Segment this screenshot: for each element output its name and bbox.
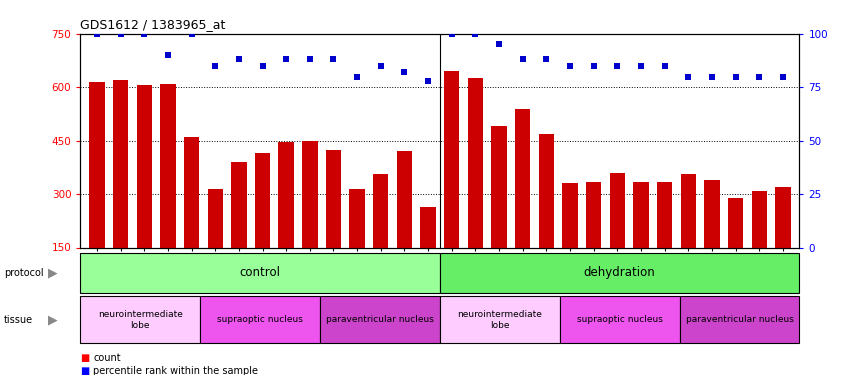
Bar: [492, 126, 507, 301]
Bar: [349, 189, 365, 301]
Point: [752, 74, 766, 80]
Bar: [255, 153, 270, 301]
Bar: [207, 189, 222, 301]
Text: control: control: [239, 266, 281, 279]
Bar: [751, 190, 767, 301]
Point: [492, 42, 506, 48]
Text: dehydration: dehydration: [584, 266, 656, 279]
Bar: [610, 172, 625, 301]
Bar: [586, 182, 602, 301]
Text: ■: ■: [80, 353, 90, 363]
Text: supraoptic nucleus: supraoptic nucleus: [577, 315, 662, 324]
Point: [540, 56, 553, 62]
Bar: [468, 78, 483, 301]
Bar: [679, 296, 799, 343]
Point: [421, 78, 435, 84]
Text: tissue: tissue: [4, 315, 33, 325]
Text: paraventricular nucleus: paraventricular nucleus: [685, 315, 794, 324]
Bar: [113, 80, 129, 301]
Bar: [560, 296, 679, 343]
Bar: [728, 198, 744, 301]
Text: protocol: protocol: [4, 268, 44, 278]
Point: [184, 31, 198, 37]
Bar: [440, 253, 799, 292]
Text: percentile rank within the sample: percentile rank within the sample: [93, 366, 258, 375]
Point: [706, 74, 719, 80]
Bar: [231, 162, 246, 301]
Bar: [80, 253, 440, 292]
Bar: [160, 84, 176, 301]
Bar: [444, 71, 459, 301]
Text: ■: ■: [80, 366, 90, 375]
Bar: [89, 82, 105, 301]
Point: [137, 31, 151, 37]
Bar: [397, 151, 412, 301]
Bar: [201, 296, 320, 343]
Point: [279, 56, 293, 62]
Text: supraoptic nucleus: supraoptic nucleus: [217, 315, 303, 324]
Text: ▶: ▶: [47, 266, 58, 279]
Bar: [539, 134, 554, 301]
Text: neurointermediate
lobe: neurointermediate lobe: [458, 310, 542, 330]
Bar: [704, 180, 720, 301]
Bar: [657, 182, 673, 301]
Point: [445, 31, 459, 37]
Bar: [680, 174, 696, 301]
Text: count: count: [93, 353, 121, 363]
Bar: [278, 142, 294, 301]
Point: [374, 63, 387, 69]
Bar: [184, 137, 200, 301]
Bar: [373, 174, 388, 301]
Point: [469, 31, 482, 37]
Bar: [634, 182, 649, 301]
Point: [634, 63, 648, 69]
Point: [776, 74, 789, 80]
Point: [327, 56, 340, 62]
Point: [516, 56, 530, 62]
Bar: [775, 187, 791, 301]
Point: [398, 69, 411, 75]
Point: [611, 63, 624, 69]
Text: ▶: ▶: [47, 313, 58, 326]
Bar: [326, 150, 341, 301]
Point: [208, 63, 222, 69]
Point: [563, 63, 577, 69]
Bar: [420, 207, 436, 301]
Point: [232, 56, 245, 62]
Point: [587, 63, 601, 69]
Bar: [302, 141, 317, 301]
Bar: [320, 296, 440, 343]
Point: [91, 31, 104, 37]
Text: paraventricular nucleus: paraventricular nucleus: [326, 315, 434, 324]
Point: [350, 74, 364, 80]
Point: [161, 52, 174, 58]
Point: [658, 63, 672, 69]
Point: [114, 31, 128, 37]
Bar: [515, 109, 530, 301]
Point: [303, 56, 316, 62]
Bar: [563, 183, 578, 301]
Bar: [440, 296, 560, 343]
Point: [255, 63, 269, 69]
Text: GDS1612 / 1383965_at: GDS1612 / 1383965_at: [80, 18, 226, 31]
Bar: [136, 86, 152, 301]
Point: [729, 74, 743, 80]
Point: [682, 74, 695, 80]
Text: neurointermediate
lobe: neurointermediate lobe: [98, 310, 183, 330]
Bar: [80, 296, 201, 343]
